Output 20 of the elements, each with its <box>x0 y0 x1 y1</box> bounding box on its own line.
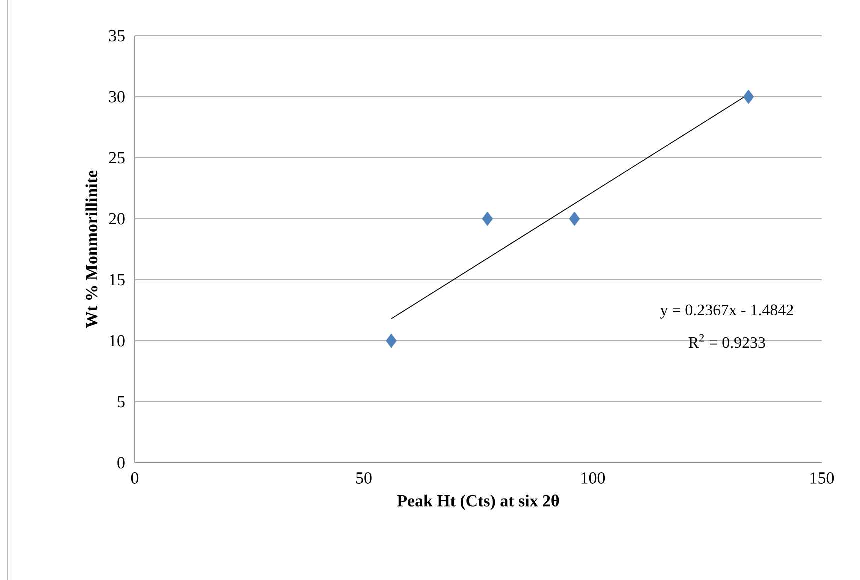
point <box>569 212 580 226</box>
x-tick-label: 0 <box>131 472 139 484</box>
y-tick-label: 10 <box>110 335 125 347</box>
annotation: R$^{2}$ = 0.9233 <box>688 334 766 348</box>
x-tick-label: 50 <box>356 472 372 484</box>
x-tick-label: 100 <box>582 472 606 484</box>
y-tick-label: 25 <box>109 152 125 164</box>
y-axis-title: Wt % Monmorillinite <box>86 170 98 328</box>
y-tick-label: 20 <box>109 213 125 225</box>
y-tick-label: 30 <box>109 91 125 103</box>
point <box>482 212 494 226</box>
x-axis-title: Peak Ht (Cts) at six 2θ <box>397 494 560 510</box>
x-tick-label: 150 <box>810 472 834 484</box>
y-tick-label: 5 <box>118 396 125 408</box>
y-tick-label: 0 <box>118 457 125 469</box>
point <box>743 90 754 104</box>
y-tick-label: 35 <box>109 30 125 42</box>
point <box>386 334 397 348</box>
annotation: y = 0.2367x - 1.4842 <box>660 304 794 319</box>
y-tick-label: 15 <box>110 274 125 286</box>
